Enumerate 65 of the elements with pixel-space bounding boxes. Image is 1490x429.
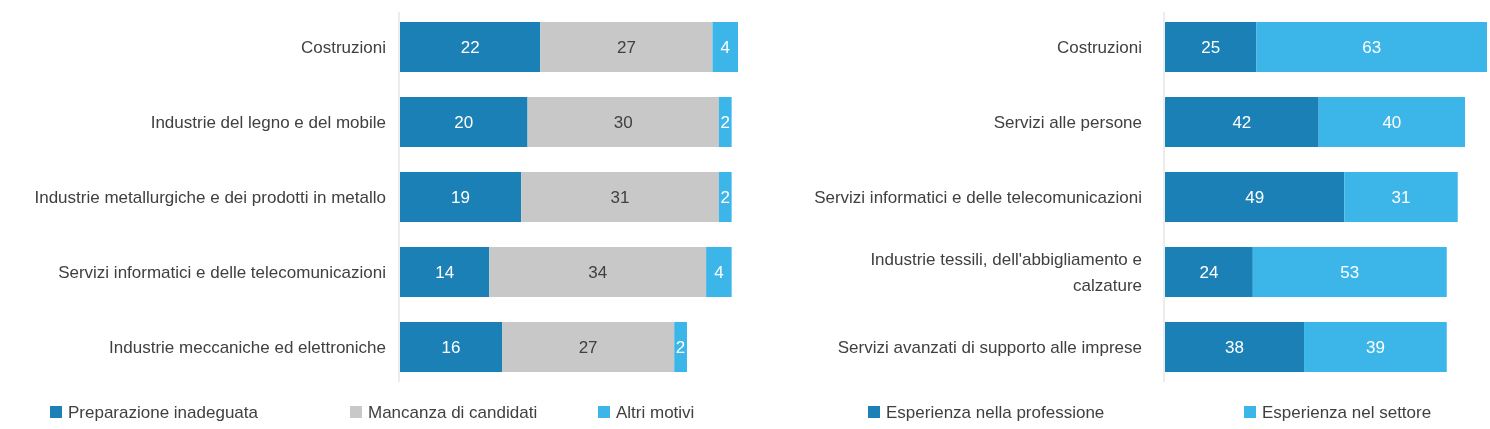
- bar: [502, 322, 675, 372]
- bar: [1165, 172, 1345, 222]
- bar: [1344, 172, 1458, 222]
- bar: [400, 22, 541, 72]
- bar: [400, 97, 528, 147]
- data-label: 24: [1199, 263, 1219, 282]
- bar: [1256, 22, 1487, 72]
- data-label: 19: [451, 188, 471, 207]
- legend-label: Esperienza nella professione: [886, 403, 1105, 422]
- y-tick-label: Industrie meccaniche ed elettroniche: [109, 338, 386, 357]
- bar: [527, 97, 719, 147]
- bar: [1165, 247, 1253, 297]
- data-label: 63: [1362, 38, 1382, 57]
- legend-label: Mancanza di candidati: [368, 403, 538, 422]
- data-label: 27: [616, 38, 636, 57]
- y-tick-label: Costruzioni: [300, 38, 386, 57]
- data-label: 27: [578, 338, 598, 357]
- data-label: 38: [1225, 338, 1244, 357]
- bar: [1165, 322, 1305, 372]
- y-tick-label: Servizi informatici e delle telecomunicazioni: [814, 188, 1142, 207]
- data-label: 49: [1245, 188, 1265, 207]
- bar: [718, 97, 732, 147]
- data-label: 40: [1382, 113, 1402, 132]
- bar: [1252, 247, 1447, 297]
- y-tick-label: Industrie tessili, dell'abbigliamento e calzature: [870, 250, 1142, 295]
- bar: [521, 172, 719, 222]
- data-label: 39: [1365, 338, 1385, 357]
- bar: [1165, 97, 1319, 147]
- y-tick-label: Costruzioni: [1056, 38, 1142, 57]
- bar: [489, 247, 707, 297]
- data-label: 30: [613, 113, 633, 132]
- bar: [400, 172, 522, 222]
- y-tick-label: Industrie metallurgiche e dei prodotti in metallo: [34, 188, 386, 207]
- data-label: 14: [435, 263, 455, 282]
- data-label: 31: [610, 188, 630, 207]
- data-label: 4: [720, 38, 730, 57]
- legend-label: Preparazione inadeguata: [68, 403, 259, 422]
- bar: [400, 322, 503, 372]
- bar: [1165, 22, 1257, 72]
- y-tick-label: Industrie del legno e del mobile: [150, 113, 386, 132]
- bar: [540, 22, 713, 72]
- bar: [400, 247, 490, 297]
- y-tick-label: Servizi alle persone: [993, 113, 1142, 132]
- legend-label: Altri motivi: [616, 403, 695, 422]
- bar: [674, 322, 687, 372]
- data-label: 34: [588, 263, 608, 282]
- bar: [1318, 97, 1466, 147]
- bar: [1304, 322, 1447, 372]
- data-label: 2: [720, 113, 730, 132]
- data-label: 22: [460, 38, 480, 57]
- data-label: 16: [441, 338, 461, 357]
- bar: [718, 172, 732, 222]
- data-label: 42: [1232, 113, 1252, 132]
- data-label: 2: [720, 188, 730, 207]
- data-label: 2: [675, 338, 686, 357]
- y-tick-label: Servizi informatici e delle telecomunicazioni: [58, 263, 386, 282]
- bar: [706, 247, 732, 297]
- data-label: 20: [454, 113, 474, 132]
- legend-label: Esperienza nel settore: [1262, 403, 1432, 422]
- y-tick-label: Servizi avanzati di supporto alle imprese: [837, 338, 1142, 357]
- data-label: 4: [714, 263, 724, 282]
- data-label: 31: [1391, 188, 1411, 207]
- data-label: 53: [1340, 263, 1360, 282]
- data-label: 25: [1201, 38, 1221, 57]
- bar: [712, 22, 738, 72]
